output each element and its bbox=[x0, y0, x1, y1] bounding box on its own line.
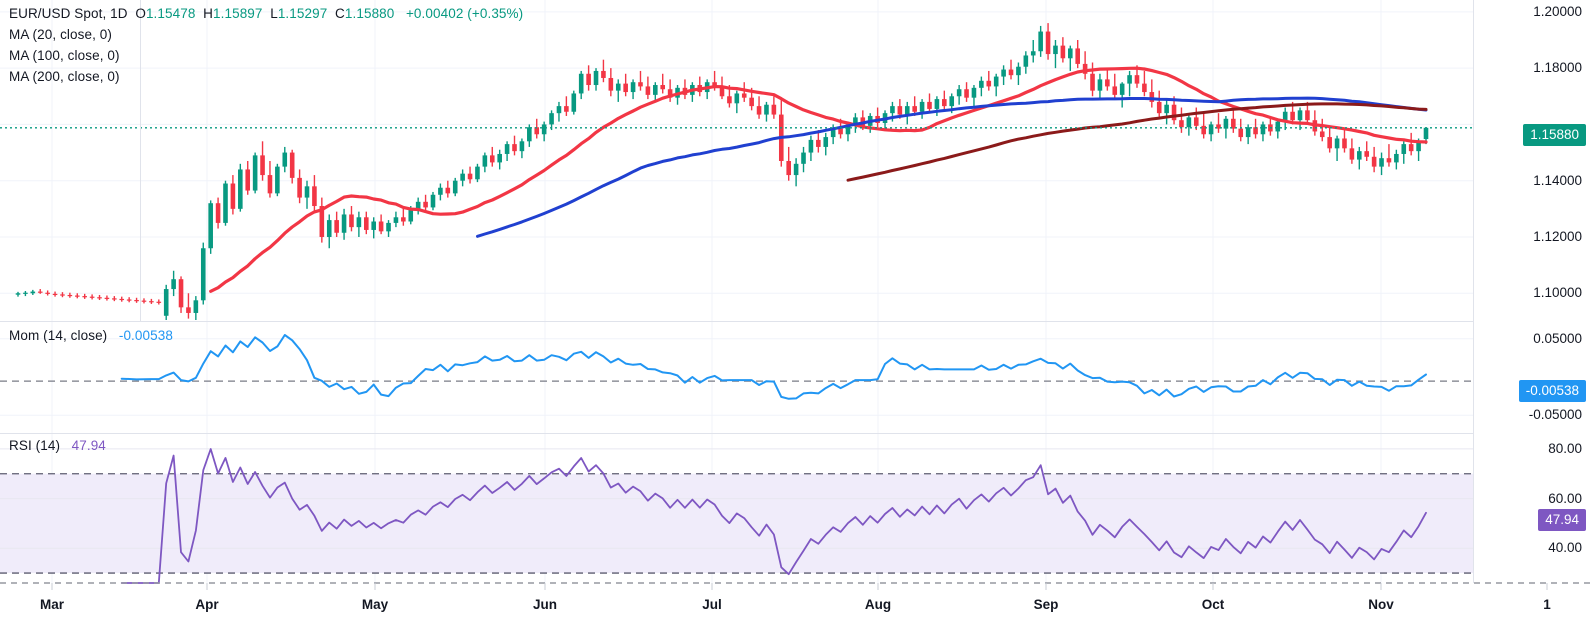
pane-separator-rsi bbox=[0, 433, 1473, 434]
legend-close-value: 1.15880 bbox=[344, 6, 395, 21]
legend-low-value: 1.15297 bbox=[277, 6, 328, 21]
time-axis-label-oct: Oct bbox=[1201, 597, 1225, 612]
time-axis-label-nov: Nov bbox=[1368, 597, 1394, 612]
time-axis-label-aug: Aug bbox=[864, 597, 892, 612]
legend-change-value: +0.00402 (+0.35%) bbox=[405, 6, 524, 21]
legend-rsi-label: RSI (14) bbox=[9, 438, 61, 453]
legend-close-label: C bbox=[335, 6, 345, 21]
time-axis-label-1: 1 bbox=[1543, 597, 1551, 612]
price-axis-label-1: 1.18000 bbox=[1533, 60, 1582, 76]
rsi-axis-label-0: 80.00 bbox=[1548, 440, 1582, 456]
legend-rsi[interactable]: RSI (14) 47.94 bbox=[9, 438, 106, 453]
rsi-axis-label-1: 60.00 bbox=[1548, 490, 1582, 506]
price-axis-label-3: 1.12000 bbox=[1533, 228, 1582, 244]
momentum-axis-label-1: -0.05000 bbox=[1528, 407, 1582, 423]
left-pane-separator bbox=[140, 0, 141, 321]
momentum-axis-label-0: 0.05000 bbox=[1533, 330, 1582, 346]
legend-momentum-value: -0.00538 bbox=[118, 328, 173, 343]
legend-open-label: O bbox=[135, 6, 146, 21]
legend-open-value: 1.15478 bbox=[145, 6, 196, 21]
price-axis-label-4: 1.10000 bbox=[1533, 285, 1582, 301]
legend-ma20[interactable]: MA (20, close, 0) bbox=[9, 27, 112, 42]
current-rsi-badge: 47.94 bbox=[1538, 509, 1586, 531]
time-axis-label-mar: Mar bbox=[39, 597, 65, 612]
price-axis-separator bbox=[1473, 0, 1474, 583]
legend-high-label: H bbox=[203, 6, 214, 21]
legend-momentum-label: Mom (14, close) bbox=[9, 328, 108, 343]
rsi-axis-label-2: 40.00 bbox=[1548, 540, 1582, 556]
legend-symbol: EUR/USD Spot, 1D bbox=[9, 6, 128, 21]
time-axis-label-jul: Jul bbox=[702, 597, 722, 612]
price-axis-label-0: 1.20000 bbox=[1533, 3, 1582, 19]
time-axis-label-jun: Jun bbox=[532, 597, 558, 612]
current-momentum-badge: -0.00538 bbox=[1518, 380, 1586, 402]
legend-ma100[interactable]: MA (100, close, 0) bbox=[9, 48, 120, 63]
legend-ma200[interactable]: MA (200, close, 0) bbox=[9, 69, 120, 84]
legend-momentum[interactable]: Mom (14, close) -0.00538 bbox=[9, 328, 173, 343]
legend-rsi-value: 47.94 bbox=[71, 438, 106, 453]
time-axis-label-sep: Sep bbox=[1033, 597, 1059, 612]
current-price-badge: 1.15880 bbox=[1523, 124, 1586, 146]
price-axis-label-2: 1.14000 bbox=[1533, 172, 1582, 188]
time-axis-label-apr: Apr bbox=[195, 597, 219, 612]
pane-separator-momentum bbox=[0, 321, 1473, 322]
legend-low-label: L bbox=[270, 6, 278, 21]
legend-price-quote: EUR/USD Spot, 1D O1.15478 H1.15897 L1.15… bbox=[9, 6, 523, 21]
time-axis-label-may: May bbox=[361, 597, 389, 612]
legend-high-value: 1.15897 bbox=[213, 6, 263, 21]
